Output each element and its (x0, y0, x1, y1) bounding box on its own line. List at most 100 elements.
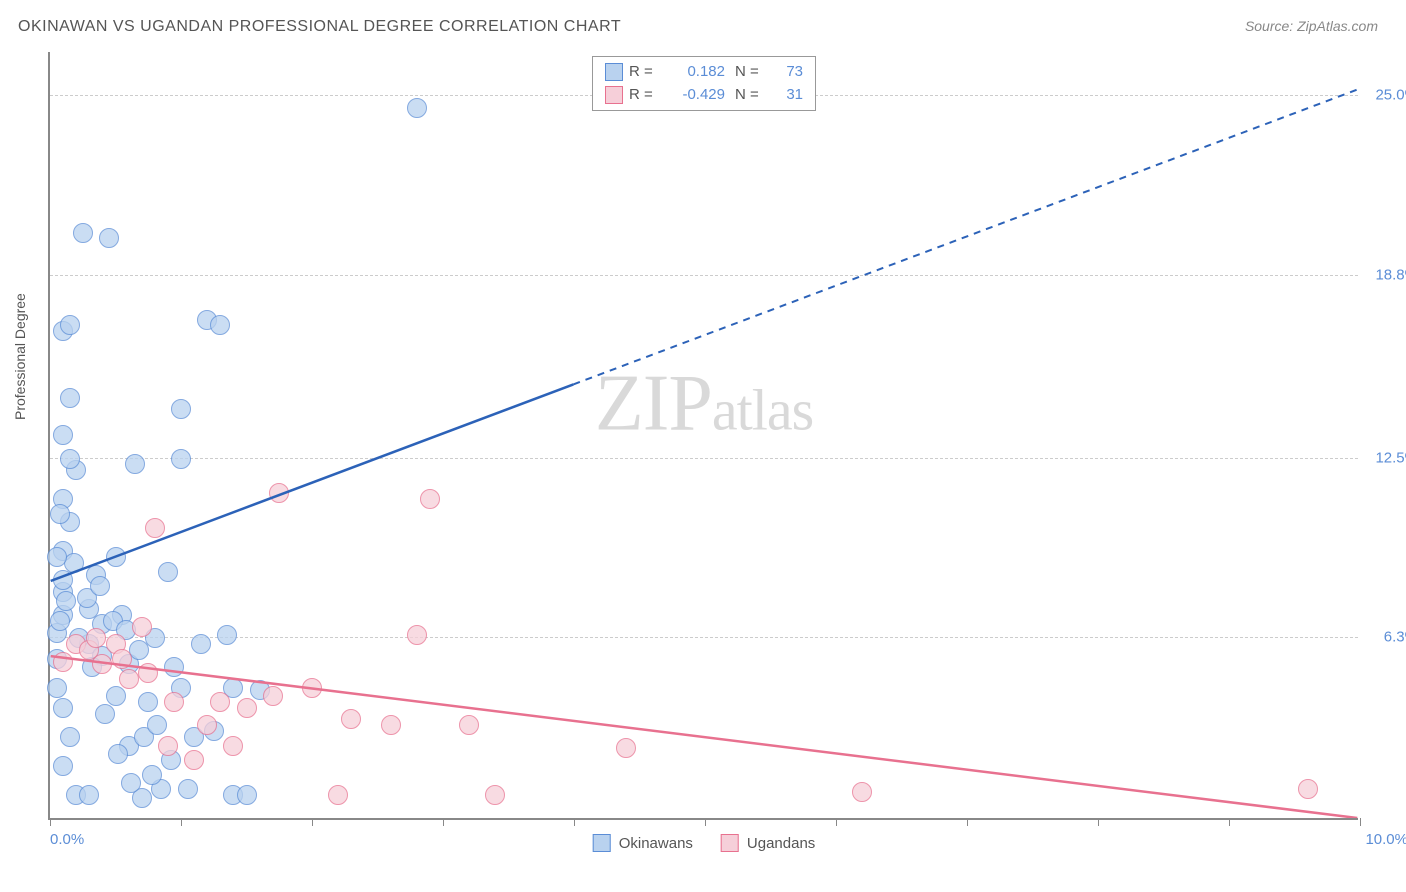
data-point (60, 449, 80, 469)
data-point (142, 765, 162, 785)
x-tick (1098, 818, 1099, 826)
data-point (106, 686, 126, 706)
data-point (119, 669, 139, 689)
r-label: R = (629, 61, 659, 84)
watermark: ZIPatlas (595, 359, 813, 450)
data-point (420, 489, 440, 509)
data-point (125, 454, 145, 474)
data-point (95, 704, 115, 724)
data-point (60, 727, 80, 747)
data-point (217, 625, 237, 645)
data-point (108, 744, 128, 764)
data-point (302, 678, 322, 698)
data-point (53, 570, 73, 590)
data-point (112, 649, 132, 669)
data-point (53, 652, 73, 672)
y-tick-label: 25.0% (1364, 87, 1406, 104)
gridline (50, 275, 1358, 276)
data-point (53, 425, 73, 445)
x-tick (1360, 818, 1361, 826)
data-point (184, 750, 204, 770)
legend-swatch (605, 63, 623, 81)
data-point (147, 715, 167, 735)
data-point (138, 692, 158, 712)
data-point (92, 654, 112, 674)
legend-swatch (721, 834, 739, 852)
data-point (237, 785, 257, 805)
data-point (64, 553, 84, 573)
x-tick (443, 818, 444, 826)
data-point (106, 547, 126, 567)
data-point (86, 628, 106, 648)
data-point (407, 98, 427, 118)
n-value: 73 (775, 61, 803, 84)
data-point (616, 738, 636, 758)
y-axis-label: Professional Degree (12, 293, 28, 420)
data-point (132, 617, 152, 637)
data-point (121, 773, 141, 793)
data-point (145, 518, 165, 538)
data-point (50, 611, 70, 631)
source-label: Source: ZipAtlas.com (1245, 18, 1378, 34)
x-tick (50, 818, 51, 826)
x-min-label: 0.0% (50, 831, 84, 848)
x-max-label: 10.0% (1365, 831, 1406, 848)
data-point (263, 686, 283, 706)
data-point (171, 449, 191, 469)
data-point (129, 640, 149, 660)
r-value: -0.429 (665, 84, 725, 107)
data-point (47, 547, 67, 567)
y-tick-label: 18.8% (1364, 267, 1406, 284)
data-point (210, 315, 230, 335)
data-point (99, 228, 119, 248)
x-tick (1229, 818, 1230, 826)
legend-label: Ugandans (747, 835, 815, 852)
gridline (50, 458, 1358, 459)
legend-swatch (593, 834, 611, 852)
stats-legend: R = 0.182 N = 73 R = -0.429 N = 31 (592, 56, 816, 111)
x-tick (705, 818, 706, 826)
legend-swatch (605, 86, 623, 104)
data-point (485, 785, 505, 805)
data-point (1298, 779, 1318, 799)
y-tick-label: 12.5% (1364, 449, 1406, 466)
n-value: 31 (775, 84, 803, 107)
data-point (852, 782, 872, 802)
gridline (50, 637, 1358, 638)
data-point (56, 591, 76, 611)
r-value: 0.182 (665, 61, 725, 84)
data-point (138, 663, 158, 683)
x-tick (181, 818, 182, 826)
legend-item: Ugandans (721, 834, 815, 852)
stats-legend-row: R = 0.182 N = 73 (605, 61, 803, 84)
data-point (171, 399, 191, 419)
r-label: R = (629, 84, 659, 107)
data-point (459, 715, 479, 735)
data-point (328, 785, 348, 805)
data-point (269, 483, 289, 503)
x-tick (836, 818, 837, 826)
data-point (341, 709, 361, 729)
n-label: N = (735, 84, 769, 107)
chart-title: OKINAWAN VS UGANDAN PROFESSIONAL DEGREE … (18, 18, 621, 36)
x-tick (574, 818, 575, 826)
data-point (47, 678, 67, 698)
data-point (223, 736, 243, 756)
n-label: N = (735, 61, 769, 84)
data-point (210, 692, 230, 712)
data-point (158, 562, 178, 582)
legend-label: Okinawans (619, 835, 693, 852)
legend-item: Okinawans (593, 834, 693, 852)
y-tick-label: 6.3% (1364, 629, 1406, 646)
data-point (407, 625, 427, 645)
data-point (90, 576, 110, 596)
data-point (53, 756, 73, 776)
x-tick (312, 818, 313, 826)
data-point (60, 315, 80, 335)
data-point (191, 634, 211, 654)
data-point (164, 692, 184, 712)
data-point (53, 698, 73, 718)
stats-legend-row: R = -0.429 N = 31 (605, 84, 803, 107)
data-point (158, 736, 178, 756)
data-point (164, 657, 184, 677)
